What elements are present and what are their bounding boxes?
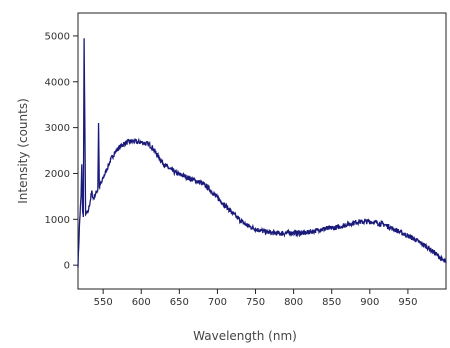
x-tick-label: 950	[398, 297, 417, 308]
x-axis-title: Wavelength (nm)	[193, 329, 297, 343]
x-tick-label: 850	[322, 297, 341, 308]
x-tick-label: 600	[132, 297, 151, 308]
x-tick-label: 750	[246, 297, 265, 308]
y-tick-label: 4000	[45, 77, 70, 88]
y-axis-title: Intensity (counts)	[16, 98, 30, 204]
y-tick-label: 5000	[45, 31, 70, 42]
y-tick-label: 3000	[45, 123, 70, 134]
x-tick-label: 650	[170, 297, 189, 308]
x-tick-label: 550	[94, 297, 113, 308]
x-tick-label: 700	[208, 297, 227, 308]
plot-frame	[77, 12, 447, 290]
y-tick-label: 1000	[45, 215, 70, 226]
x-tick-label: 800	[284, 297, 303, 308]
y-tick-label: 2000	[45, 169, 70, 180]
x-tick-label: 900	[360, 297, 379, 308]
y-axis-ticks: 0 1000 2000 3000 4000 5000	[45, 31, 78, 272]
intensity-series-line	[77, 38, 447, 268]
x-axis-ticks: 550 600 650 700 750 800 850 900 950	[94, 289, 417, 308]
y-tick-label: 0	[64, 261, 70, 272]
